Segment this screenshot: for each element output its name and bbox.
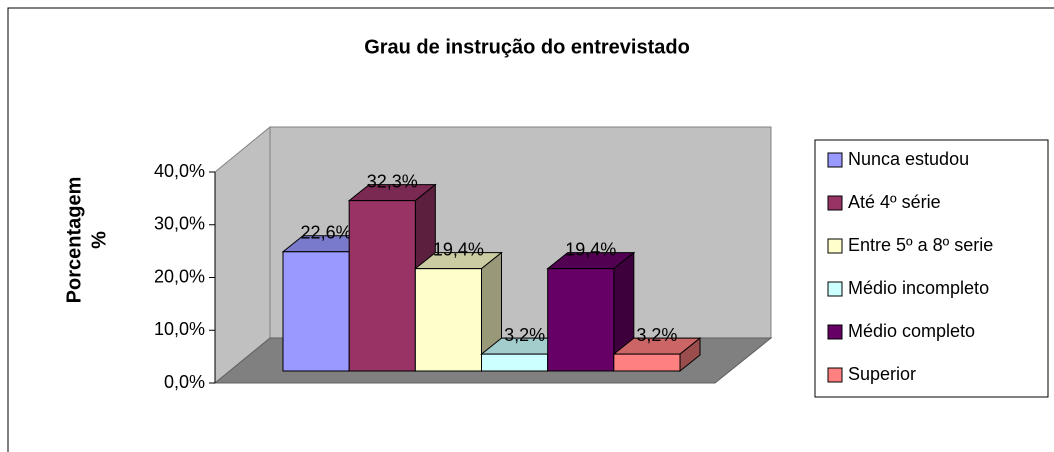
legend-label: Médio incompleto [848,278,989,298]
y-tick-label: 0,0% [164,372,205,392]
legend-label: Entre 5º a 8º serie [848,235,993,255]
bar [282,251,350,372]
bar [348,200,416,372]
y-tick-label: 40,0% [154,161,205,181]
data-label: 32,3% [367,171,418,191]
data-label: 19,4% [565,239,616,259]
legend-label: Até 4º série [848,192,941,212]
data-label: 3,2% [636,325,677,345]
y-tick-label: 30,0% [154,214,205,234]
legend-swatch [827,281,843,297]
data-label: 19,4% [433,239,484,259]
bar [547,268,615,372]
legend-swatch [827,238,843,254]
data-label: 22,6% [301,223,352,243]
y-tick-label: 10,0% [154,319,205,339]
legend-swatch [827,367,843,383]
legend-swatch [827,152,843,168]
legend-swatch [827,324,843,340]
legend-label: Médio completo [848,321,975,341]
legend [814,139,1049,398]
bar [414,268,483,372]
bar [613,353,681,372]
data-label: 3,2% [504,325,545,345]
legend-swatch [827,195,843,211]
y-axis-label: % [88,231,110,249]
bar [481,353,549,372]
y-axis-label: Porcentagem [63,177,85,304]
legend-label: Superior [848,364,916,384]
legend-label: Nunca estudou [848,149,969,169]
y-tick-label: 20,0% [154,266,205,286]
chart-title: Grau de instrução do entrevistado [364,36,690,58]
